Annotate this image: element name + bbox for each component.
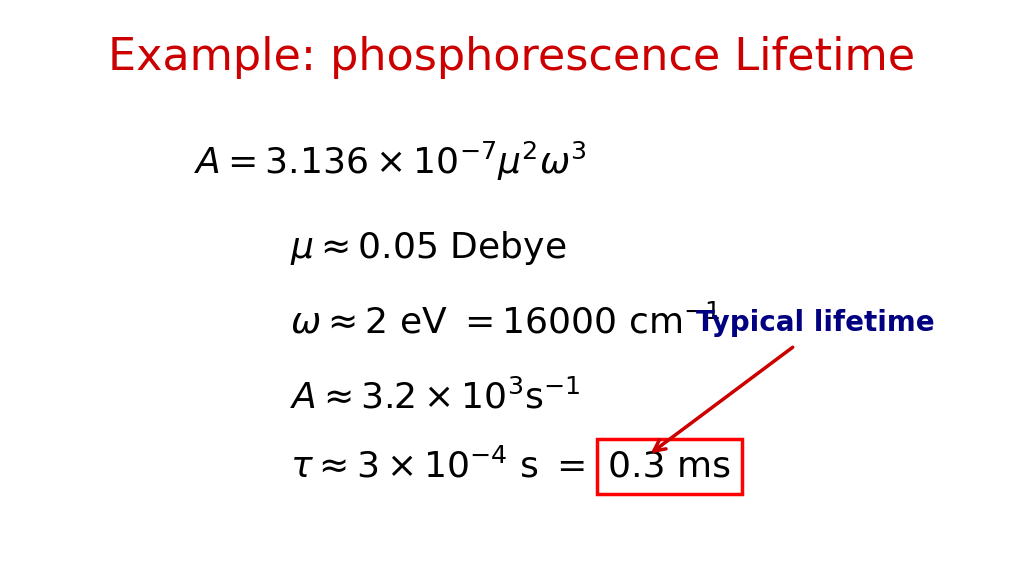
Text: 0.3 ms: 0.3 ms xyxy=(608,449,731,484)
Text: $\tau \approx 3 \times 10^{-4}$ s $=$: $\tau \approx 3 \times 10^{-4}$ s $=$ xyxy=(290,449,585,484)
Text: Example: phosphorescence Lifetime: Example: phosphorescence Lifetime xyxy=(109,36,915,79)
Text: $\omega \approx 2$ eV $= 16000$ cm$^{-1}$: $\omega \approx 2$ eV $= 16000$ cm$^{-1}… xyxy=(290,305,720,340)
Text: $\mu \approx 0.05$ Debye: $\mu \approx 0.05$ Debye xyxy=(290,229,566,267)
Text: $A \approx 3.2 \times 10^{3}$s$^{-1}$: $A \approx 3.2 \times 10^{3}$s$^{-1}$ xyxy=(290,380,580,415)
Text: $A = 3.136 \times 10^{-7}\mu^2\omega^3$: $A = 3.136 \times 10^{-7}\mu^2\omega^3$ xyxy=(195,140,587,183)
Text: Typical lifetime: Typical lifetime xyxy=(696,309,935,336)
